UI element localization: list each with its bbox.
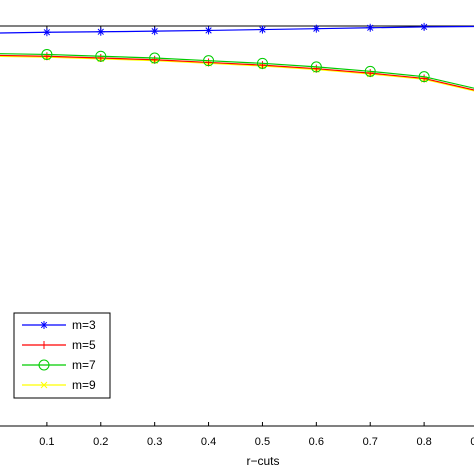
legend-box: [13, 312, 111, 399]
series-line: [0, 54, 474, 91]
x-tick-label: 0.4: [201, 436, 216, 448]
x-tick-label: 0.9: [470, 436, 474, 448]
legend-item: m=5: [22, 338, 96, 352]
legend-item: m=3: [22, 318, 96, 332]
marker-circle: [364, 65, 376, 77]
marker-circle: [38, 359, 50, 371]
marker-x: [40, 381, 48, 389]
legend-label: m=9: [72, 378, 96, 392]
marker-asterisk: [97, 28, 104, 35]
legend-item: m=7: [22, 358, 96, 372]
legend-label: m=3: [72, 318, 96, 332]
series-m-5: [0, 52, 474, 91]
x-axis-label: r−cuts: [246, 454, 279, 468]
x-tick-label: 0.1: [39, 436, 54, 448]
marker-asterisk: [259, 26, 266, 33]
series-line: [0, 53, 474, 89]
x-tick-label: 0.8: [416, 436, 431, 448]
legend: m=3 m=5 m=7 m=9: [13, 312, 111, 399]
marker-circle: [256, 57, 268, 69]
marker-asterisk: [40, 321, 48, 329]
x-tick-label: 0.7: [363, 436, 378, 448]
marker-asterisk: [205, 27, 212, 34]
x-tick-label: 0.2: [93, 436, 108, 448]
marker-circle: [310, 61, 322, 73]
x-tick-label: 0.5: [255, 436, 270, 448]
series-layer: [0, 22, 474, 92]
series-line: [0, 25, 474, 34]
marker-asterisk: [151, 28, 158, 35]
marker-circle: [41, 48, 53, 60]
marker-circle: [203, 55, 215, 67]
legend-label: m=5: [72, 338, 96, 352]
marker-circle: [418, 71, 430, 83]
marker-circle: [149, 52, 161, 64]
x-tick-label: 0.6: [309, 436, 324, 448]
marker-asterisk: [43, 29, 51, 36]
series-m-3: [0, 22, 474, 37]
legend-label: m=7: [72, 358, 96, 372]
series-line: [0, 55, 474, 92]
marker-circle: [95, 50, 107, 62]
series-m-7: [0, 48, 474, 89]
marker-asterisk: [313, 25, 320, 32]
x-tick-label: 0.3: [147, 436, 162, 448]
marker-asterisk: [420, 23, 428, 31]
marker-asterisk: [367, 24, 374, 31]
legend-item: m=9: [22, 378, 96, 392]
